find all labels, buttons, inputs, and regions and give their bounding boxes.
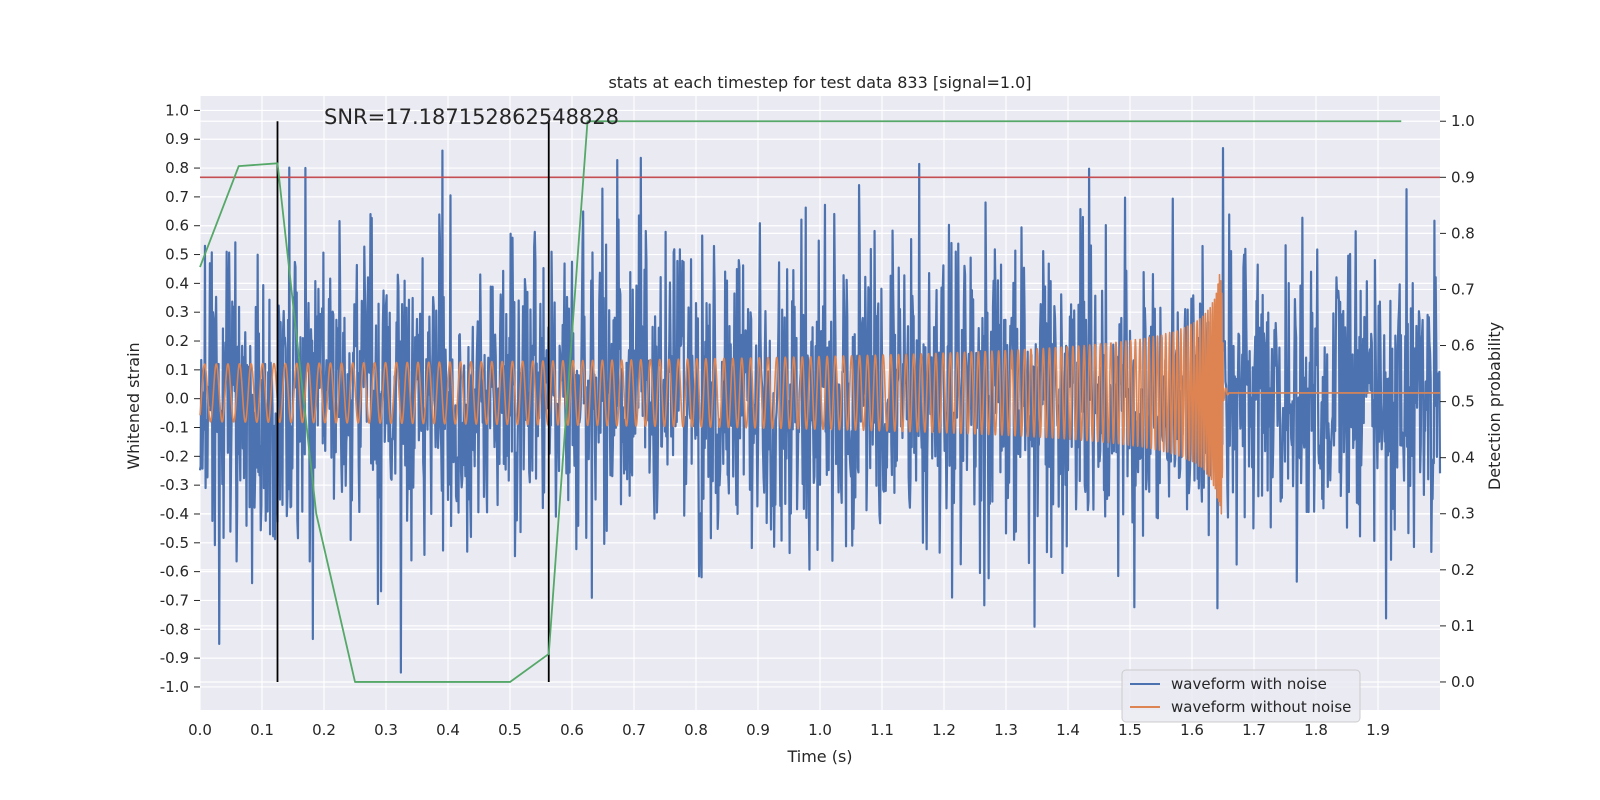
right-tick-label: 0.0 [1451, 673, 1475, 691]
x-tick-label: 1.0 [808, 721, 832, 739]
right-tick-label: 0.9 [1451, 168, 1475, 186]
y-tick-label: 0.2 [165, 332, 189, 350]
x-tick-label: 0.8 [684, 721, 708, 739]
y-tick-labels: 1.0 0.9 0.8 0.7 0.6 0.5 0.4 0.3 0.2 0.1 0.0 -0.1 -0.… [160, 101, 200, 696]
x-tick-label: 0.4 [436, 721, 460, 739]
legend-label-clean: waveform without noise [1171, 698, 1351, 716]
y-tick-label: -0.5 [160, 534, 189, 552]
x-tick-label: 1.7 [1242, 721, 1266, 739]
right-tick-label: 0.8 [1451, 224, 1475, 242]
y-tick-label: -0.4 [160, 505, 189, 523]
x-tick-label: 1.2 [932, 721, 956, 739]
right-tick-label: 0.6 [1451, 337, 1475, 355]
y-tick-label: 1.0 [165, 101, 189, 119]
y-tick-label: -0.3 [160, 476, 189, 494]
y-tick-label: -0.6 [160, 563, 189, 581]
y-tick-label: 0.9 [165, 130, 189, 148]
x-tick-label: 0.0 [188, 721, 212, 739]
right-tick-label: 0.7 [1451, 280, 1475, 298]
y-tick-label: -0.9 [160, 649, 189, 667]
x-tick-label: 0.2 [312, 721, 336, 739]
y-tick-label: 0.4 [165, 274, 189, 292]
legend-label-noise: waveform with noise [1171, 675, 1327, 693]
x-tick-label: 0.1 [250, 721, 274, 739]
x-tick-label: 0.9 [746, 721, 770, 739]
y-tick-label: 0.1 [165, 361, 189, 379]
x-axis-title: Time (s) [786, 747, 852, 766]
x-tick-label: 1.9 [1366, 721, 1390, 739]
detection-probability-line [199, 120, 1402, 683]
y-axis-title: Whitened strain [124, 342, 143, 469]
y-tick-label: 0.8 [165, 159, 189, 177]
waveform-without-noise-line [199, 273, 1441, 515]
y-tick-label: -0.7 [160, 591, 189, 609]
right-tick-labels: 1.0 0.9 0.8 0.7 0.6 0.5 0.4 0.3 0.2 0.1 0.0 [1440, 112, 1475, 691]
right-tick-label: 1.0 [1451, 112, 1475, 130]
y-tick-label: 0.3 [165, 303, 189, 321]
y-tick-label: 0.5 [165, 246, 189, 264]
y-tick-label: 0.0 [165, 390, 189, 408]
x-tick-label: 1.8 [1304, 721, 1328, 739]
right-tick-label: 0.4 [1451, 449, 1475, 467]
x-tick-label: 0.6 [560, 721, 584, 739]
x-tick-label: 0.7 [622, 721, 646, 739]
x-tick-label: 0.3 [374, 721, 398, 739]
right-axis-title: Detection probability [1485, 322, 1504, 490]
y-tick-label: -0.2 [160, 447, 189, 465]
waveform-with-noise-line [198, 147, 1442, 674]
right-tick-label: 0.1 [1451, 617, 1475, 635]
right-tick-label: 0.5 [1451, 393, 1475, 411]
y-tick-label: -0.1 [160, 419, 189, 437]
right-tick-label: 0.3 [1451, 505, 1475, 523]
right-tick-label: 0.2 [1451, 561, 1475, 579]
snr-annotation: SNR=17.187152862548828 [324, 105, 619, 129]
x-tick-label: 1.1 [870, 721, 894, 739]
chart-title: stats at each timestep for test data 833… [608, 73, 1031, 92]
x-tick-label: 1.3 [994, 721, 1018, 739]
legend-box [1121, 669, 1361, 723]
y-tick-label: -0.8 [160, 620, 189, 638]
y-tick-label: 0.7 [165, 188, 189, 206]
x-tick-labels: 0.0 0.1 0.2 0.3 0.4 0.5 0.6 0.7 0.8 0.9 1.0 1.1 1.2 1… [188, 721, 1390, 739]
y-tick-label: -1.0 [160, 678, 189, 696]
y-tick-label: 0.6 [165, 217, 189, 235]
x-tick-label: 0.5 [498, 721, 522, 739]
x-tick-label: 1.5 [1118, 721, 1142, 739]
x-tick-label: 1.4 [1056, 721, 1080, 739]
x-tick-label: 1.6 [1180, 721, 1204, 739]
legend: waveform with noise waveform without noi… [1121, 669, 1361, 723]
